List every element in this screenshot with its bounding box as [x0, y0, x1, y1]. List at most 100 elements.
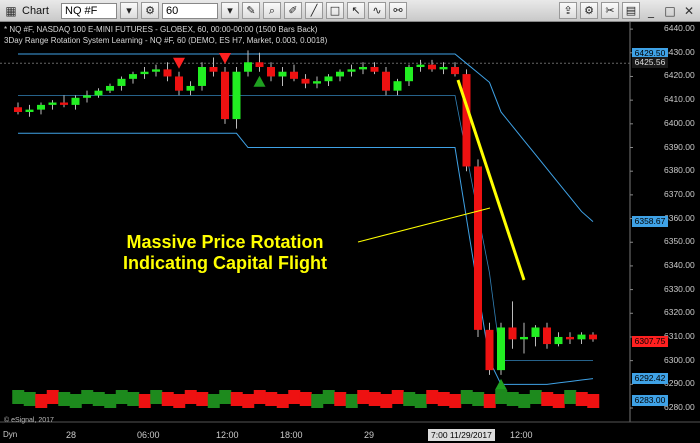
- signal-bar-segment: [127, 392, 140, 406]
- candle-body: [497, 327, 505, 371]
- signal-bar-segment: [115, 390, 128, 404]
- candle-body: [60, 102, 68, 105]
- signal-bar-segment: [230, 392, 243, 406]
- signal-bar-segment: [104, 394, 117, 408]
- signal-bar-segment: [184, 390, 197, 404]
- close-icon[interactable]: ✕: [683, 3, 695, 18]
- draw-icon[interactable]: ✐: [284, 2, 302, 19]
- annotation-pointer-line: [357, 207, 491, 243]
- candle-body: [94, 90, 103, 96]
- candle-body: [382, 71, 390, 91]
- candle-body: [186, 85, 195, 91]
- candle-body: [117, 78, 126, 86]
- signal-bar-segment: [380, 394, 393, 408]
- candle-body: [554, 336, 563, 345]
- candle-body: [520, 336, 528, 340]
- link-icon[interactable]: ⚯: [389, 2, 407, 19]
- candle-body: [221, 71, 229, 120]
- sell-signal-marker: [219, 52, 231, 64]
- export-icon[interactable]: ⇪: [559, 2, 577, 19]
- annotation-line-2: Indicating Capital Flight: [123, 253, 327, 273]
- price-tag: 6358.67: [632, 215, 668, 227]
- gear-icon[interactable]: ⚙: [580, 2, 598, 19]
- signal-bar-segment: [322, 390, 335, 404]
- signal-bar-segment: [472, 392, 485, 406]
- candle-body: [106, 85, 114, 91]
- candle-body: [71, 97, 80, 105]
- signal-bar-segment: [58, 392, 71, 406]
- annotation-text: Massive Price Rotation Indicating Capita…: [100, 232, 350, 274]
- candle-body: [531, 327, 540, 337]
- pencil-icon[interactable]: ✎: [242, 2, 260, 19]
- signal-bar-segment: [506, 392, 519, 406]
- chart-toolbar: ▦ Chart NQ #F ▾ ⚙ 60 ▾ ✎ ⌕ ✐ ╱ □ ↖ ∿ ⚯ ⇪…: [0, 0, 700, 22]
- price-tag: 6283.00: [632, 394, 668, 406]
- square-icon[interactable]: □: [326, 2, 344, 19]
- signal-bar-segment: [242, 394, 255, 408]
- signal-bar-segment: [81, 390, 94, 404]
- candle-body: [474, 166, 482, 330]
- y-tick-label: 6320.00: [664, 307, 695, 318]
- candle-body: [83, 95, 91, 98]
- y-tick-label: 6400.00: [664, 117, 695, 128]
- magnifier-icon[interactable]: ⌕: [263, 2, 281, 19]
- lower-band-line: [18, 132, 594, 385]
- tools-icon[interactable]: ✂: [601, 2, 619, 19]
- y-tick-label: 6280.00: [664, 402, 695, 412]
- line-icon[interactable]: ╱: [305, 2, 323, 19]
- candle-body: [359, 66, 367, 70]
- signal-bar-segment: [265, 392, 278, 406]
- candle-body: [163, 69, 172, 77]
- cursor-icon[interactable]: ↖: [347, 2, 365, 19]
- candle-body: [290, 71, 298, 79]
- dyn-label[interactable]: Dyn: [3, 430, 18, 439]
- candle-body: [428, 64, 436, 70]
- grid-icon[interactable]: ▤: [622, 2, 640, 19]
- y-tick-label: 6390.00: [664, 141, 695, 152]
- interval-dropdown-button[interactable]: ▾: [221, 2, 239, 19]
- symbol-info-line: * NQ #F, NASDAQ 100 E-MINI FUTURES - GLO…: [4, 25, 318, 34]
- symbol-dropdown-button[interactable]: ▾: [120, 2, 138, 19]
- interval-input[interactable]: 60: [162, 2, 218, 19]
- candle-body: [209, 66, 218, 72]
- candle-body: [14, 107, 22, 112]
- minimize-icon[interactable]: _: [648, 3, 654, 18]
- candle-body: [48, 102, 57, 105]
- buy-signal-marker: [495, 378, 507, 390]
- x-label-1800: 18:00: [280, 430, 303, 440]
- x-label-29: 29: [364, 430, 375, 440]
- candle-body: [175, 76, 183, 91]
- signal-bar-segment: [253, 390, 266, 404]
- signal-bar-segment: [161, 392, 174, 406]
- buy-signal-marker: [253, 75, 266, 87]
- signal-bar-segment: [276, 394, 289, 408]
- signal-bar-segment: [92, 392, 105, 406]
- candle-body: [370, 66, 379, 72]
- indicator-icon[interactable]: ∿: [368, 2, 386, 19]
- candle-body: [393, 81, 402, 91]
- y-tick-label: 6440.00: [664, 23, 695, 34]
- candle-body: [485, 329, 494, 371]
- period-gear-icon[interactable]: ⚙: [141, 2, 159, 19]
- candle-body: [451, 66, 459, 75]
- candle-body: [232, 71, 241, 120]
- annotation-line-1: Massive Price Rotation: [126, 232, 324, 252]
- price-tag: 6292.42: [632, 372, 668, 384]
- symbol-input[interactable]: NQ #F: [61, 2, 117, 19]
- signal-bar-segment: [46, 390, 59, 404]
- signal-bar-segment: [334, 392, 347, 406]
- chart-area[interactable]: * NQ #F, NASDAQ 100 E-MINI FUTURES - GLO…: [0, 22, 700, 443]
- y-tick-label: 6310.00: [664, 330, 695, 341]
- signal-bar-segment: [414, 394, 427, 408]
- x-label-28: 28: [66, 430, 77, 440]
- candle-body: [589, 334, 597, 340]
- price-chart[interactable]: [0, 22, 700, 443]
- signal-bar-segment: [426, 390, 439, 404]
- y-tick-label: 6420.00: [664, 70, 695, 81]
- candle-body: [462, 74, 471, 167]
- maximize-icon[interactable]: □: [664, 3, 676, 18]
- candle-body: [336, 71, 344, 77]
- price-tag: 6429.50: [632, 47, 668, 59]
- candle-body: [267, 66, 275, 77]
- signal-bar-segment: [495, 390, 508, 404]
